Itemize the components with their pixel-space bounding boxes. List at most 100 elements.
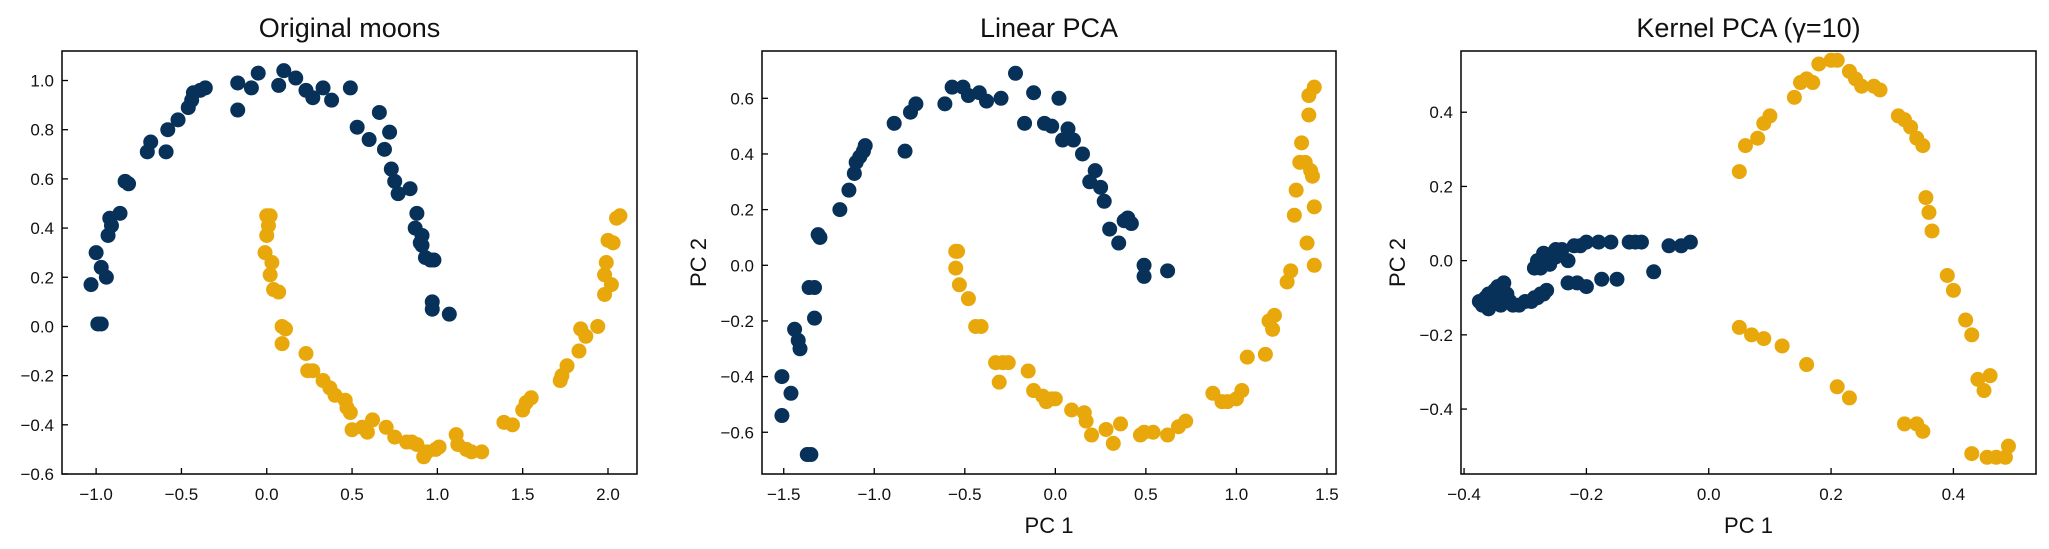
data-point-class-0: [371, 104, 387, 120]
y-tick-label: −0.4: [20, 416, 54, 435]
data-point-class-0: [1603, 234, 1619, 250]
data-point-class-0: [1578, 234, 1594, 250]
chart-title: Kernel PCA (γ=10): [1636, 13, 1860, 43]
chart-title: Linear PCA: [980, 13, 1118, 43]
data-point-class-1: [973, 319, 989, 335]
data-point-class-1: [1799, 357, 1815, 373]
y-tick-label: 0.0: [30, 317, 54, 336]
panel-kernel-pca: −0.4 −0.2 0.0 0.2 0.4 −0.4 −0.2 0.0 0.2 0.4 Kerne…: [1385, 13, 2037, 538]
data-point-class-1: [1288, 182, 1304, 198]
data-point-class-1: [1145, 424, 1161, 440]
data-point-class-1: [1872, 82, 1888, 98]
data-point-class-0: [197, 80, 213, 96]
scatter-points: [83, 63, 628, 465]
data-point-class-0: [1026, 85, 1042, 101]
data-point-class-0: [783, 385, 799, 401]
data-point-class-1: [1750, 130, 1766, 146]
data-point-class-1: [1982, 368, 1998, 384]
data-point-class-0: [841, 182, 857, 198]
data-point-class-1: [1266, 307, 1282, 323]
data-point-class-1: [1939, 267, 1955, 283]
data-point-class-0: [803, 447, 819, 463]
data-point-class-1: [1098, 421, 1114, 437]
data-point-class-0: [424, 294, 440, 310]
data-point-class-1: [1921, 204, 1937, 220]
data-point-class-1: [1084, 427, 1100, 443]
data-point-class-0: [361, 132, 377, 148]
data-point-class-1: [1286, 207, 1302, 223]
data-point-class-1: [951, 277, 967, 293]
data-point-class-0: [83, 277, 99, 293]
data-point-class-1: [2000, 438, 2016, 454]
y-tick-label: −0.6: [20, 465, 54, 484]
data-point-class-1: [1774, 338, 1790, 354]
scatter-points: [1471, 52, 2016, 465]
x-tick-label: 0.5: [1134, 485, 1158, 504]
data-point-class-1: [950, 243, 966, 259]
data-point-class-0: [1594, 271, 1610, 287]
data-point-class-0: [1051, 90, 1067, 106]
x-tick-label: −1.5: [767, 485, 801, 504]
data-point-class-1: [1306, 199, 1322, 215]
data-point-class-0: [315, 80, 331, 96]
data-point-class-1: [571, 343, 587, 359]
data-point-class-1: [298, 345, 314, 361]
data-point-class-0: [774, 408, 790, 424]
data-point-class-0: [409, 205, 425, 221]
data-point-class-1: [1239, 349, 1255, 365]
data-point-class-0: [1661, 238, 1677, 254]
data-point-class-1: [1958, 312, 1974, 328]
data-point-class-1: [1762, 108, 1778, 124]
data-point-class-1: [1786, 89, 1802, 105]
data-point-class-0: [979, 93, 995, 109]
data-point-class-1: [1945, 282, 1961, 298]
data-point-class-0: [305, 90, 321, 106]
data-point-class-0: [1065, 132, 1081, 148]
data-point-class-0: [1055, 132, 1071, 148]
data-point-class-0: [1578, 279, 1594, 295]
data-point-class-1: [1829, 379, 1845, 395]
data-point-class-1: [474, 444, 490, 460]
data-point-class-0: [807, 280, 823, 296]
y-tick-label: 0.6: [730, 89, 754, 108]
x-tick-label: 1.5: [1315, 485, 1339, 504]
data-point-class-0: [390, 186, 406, 202]
data-point-class-1: [1299, 235, 1315, 251]
data-point-class-0: [1646, 264, 1662, 280]
data-point-class-0: [342, 80, 358, 96]
x-tick-label: 2.0: [596, 485, 620, 504]
plot-frame: [761, 50, 1337, 475]
data-point-class-0: [250, 65, 266, 81]
data-point-class-1: [504, 417, 520, 433]
panel-linear-pca: −1.5 −1.0 −0.5 0.0 0.5 1.0 1.5 −0.6 −0.4 −0.2 0.0 0…: [686, 13, 1339, 538]
data-point-class-1: [1896, 416, 1912, 432]
data-point-class-0: [158, 144, 174, 160]
data-point-class-0: [402, 181, 418, 197]
data-point-class-1: [387, 429, 403, 445]
scatter-points: [774, 65, 1322, 463]
data-point-class-0: [230, 75, 246, 91]
data-point-class-0: [276, 63, 292, 79]
data-point-class-1: [1257, 346, 1273, 362]
data-point-class-0: [382, 124, 398, 140]
data-point-class-0: [1017, 115, 1033, 131]
axis-ticks: −1.5 −1.0 −0.5 0.0 0.5 1.0 1.5 −0.6 −0.4 −0.2 0.0 0…: [720, 89, 1338, 504]
data-point-class-0: [170, 112, 186, 128]
data-point-class-1: [1854, 78, 1870, 94]
y-tick-label: 1.0: [30, 72, 54, 91]
data-point-class-1: [1178, 413, 1194, 429]
data-point-class-0: [143, 134, 159, 150]
data-point-class-1: [960, 291, 976, 307]
data-point-class-0: [1539, 282, 1555, 298]
data-point-class-0: [376, 141, 392, 157]
y-tick-label: −0.4: [720, 368, 754, 387]
data-point-class-0: [1044, 118, 1060, 134]
data-point-class-0: [1136, 257, 1152, 273]
y-axis-label: PC 2: [686, 238, 711, 287]
x-tick-label: 0.2: [1819, 485, 1843, 504]
plot-frame: [1460, 50, 2037, 475]
data-point-class-1: [1915, 423, 1931, 439]
data-point-class-0: [243, 80, 259, 96]
data-point-class-0: [1060, 121, 1076, 137]
